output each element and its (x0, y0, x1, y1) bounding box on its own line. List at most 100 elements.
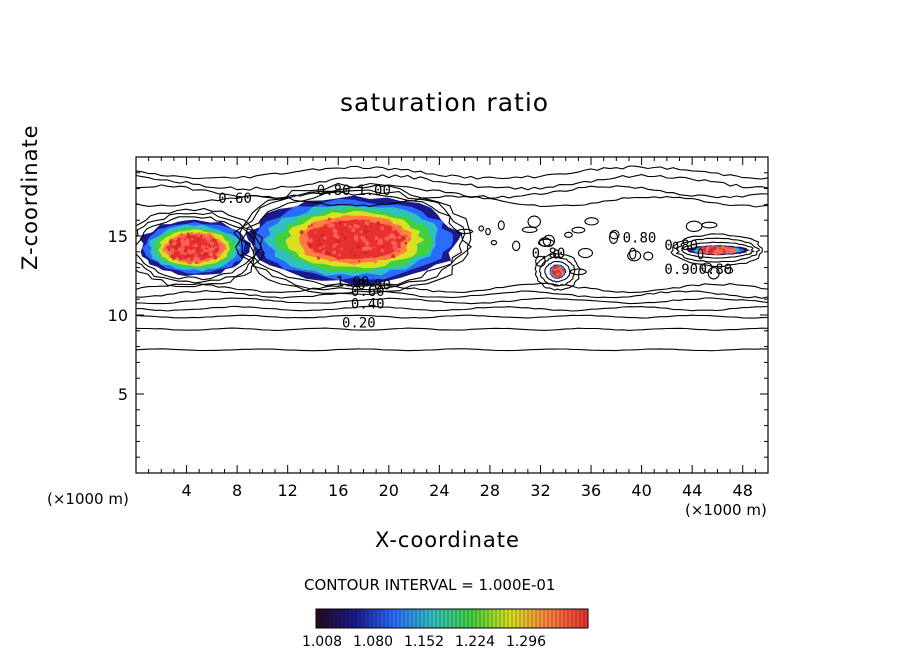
contour-line (627, 250, 642, 262)
contour-line (670, 233, 763, 268)
contour-label: 0.80 (623, 230, 657, 246)
contour-label: 0.40 (351, 297, 385, 313)
contour-line (629, 247, 637, 260)
colorbar-tick-label: 1.080 (352, 634, 394, 650)
axis-ticks (136, 157, 768, 473)
chart-title: saturation ratio (340, 88, 550, 117)
contour-line (136, 194, 768, 208)
colorbar-tick-label: 1.152 (403, 634, 445, 650)
contour-label: 0.90 (664, 262, 698, 278)
contour-line (136, 327, 768, 331)
left-supersaturated-layer (139, 219, 251, 277)
contour-label: 1.00 (357, 183, 391, 199)
contour-label: 0.80 (357, 278, 391, 294)
right-thin-layer (685, 245, 751, 256)
y-tick-label: 10 (108, 306, 128, 325)
contour-line (136, 305, 768, 312)
colorbar-tick-label: 1.008 (301, 634, 343, 650)
svg-text:0.80: 0.80 (357, 278, 391, 294)
contour-lines (136, 165, 768, 352)
isolated-cell (549, 264, 567, 279)
svg-text:0.40: 0.40 (351, 297, 385, 313)
contour-line (563, 231, 573, 238)
x-unit-label-right: (×1000 m) (685, 501, 767, 519)
svg-text:1.00: 1.00 (357, 183, 391, 199)
contour-label: 1.00 (336, 275, 370, 291)
contour-line (672, 241, 679, 249)
svg-text:0.80: 0.80 (623, 230, 657, 246)
x-tick-label: 8 (232, 481, 242, 500)
contour-line (497, 220, 505, 231)
x-tick-label: 36 (581, 481, 601, 500)
svg-text:0.20: 0.20 (342, 316, 376, 332)
svg-text:0.80: 0.80 (699, 262, 733, 278)
contour-line (136, 314, 768, 319)
contour-label: 0.80 (532, 246, 566, 262)
contour-line (542, 234, 556, 248)
svg-text:0.80: 0.80 (664, 238, 698, 254)
contour-line (685, 220, 703, 233)
y-tick-label: 5 (118, 385, 128, 404)
contour-line (544, 260, 571, 283)
svg-text:1.00: 1.00 (336, 275, 370, 291)
svg-text:0.90: 0.90 (664, 262, 698, 278)
contour-line (577, 247, 594, 259)
central-supersaturated-core (245, 195, 463, 286)
svg-text:0.60: 0.60 (351, 284, 385, 300)
colorbar-tick-label: 1.296 (505, 634, 547, 650)
contour-line (584, 217, 600, 226)
contour-label: 0.80 (664, 238, 698, 254)
contour-label: 0.60 (218, 191, 252, 207)
x-tick-label: 44 (682, 481, 702, 500)
contour-line (490, 239, 498, 246)
contour-line (136, 290, 768, 299)
contour-line (724, 266, 734, 274)
x-tick-label: 40 (631, 481, 651, 500)
x-tick-label: 4 (181, 481, 191, 500)
contour-label: 0.20 (342, 316, 376, 332)
contour-line (553, 249, 560, 259)
x-axis-label: X-coordinate (375, 528, 520, 552)
contour-line (609, 229, 620, 240)
x-tick-label: 12 (278, 481, 298, 500)
contour-line (675, 237, 761, 263)
contour-line (241, 191, 463, 288)
x-unit-label-left: (×1000 m) (47, 490, 129, 508)
x-tick-label: 16 (328, 481, 348, 500)
x-tick-label: 32 (530, 481, 550, 500)
contour-line (643, 251, 654, 261)
contour-line (571, 226, 586, 234)
colorbar (315, 608, 589, 629)
x-tick-label: 48 (733, 481, 753, 500)
contour-line (701, 262, 713, 274)
colorbar-tick-label: 1.224 (454, 634, 496, 650)
contour-line (233, 182, 472, 296)
svg-text:0.80: 0.80 (317, 183, 351, 199)
contour-line (707, 266, 720, 280)
contour-label: 0.80 (699, 262, 733, 278)
contour-line (608, 231, 619, 245)
contour-line (136, 207, 265, 288)
contour-label: 0.60 (351, 284, 385, 300)
contour-line (537, 238, 555, 247)
x-tick-label: 24 (429, 481, 449, 500)
contour-line (136, 165, 768, 180)
contour-line (680, 241, 755, 259)
y-axis-label: Z-coordinate (18, 124, 42, 270)
contour-line (569, 268, 588, 276)
contour-labels: 0.60 0.80 1.001.000.800.600.400.200.800.80… (218, 183, 732, 332)
contour-line (697, 248, 704, 260)
contour-label: 0.80 (317, 183, 351, 199)
contour-line (701, 221, 718, 229)
contour-line (478, 225, 485, 232)
contour-line (521, 226, 538, 234)
contour-line (136, 216, 256, 281)
svg-text:0.80: 0.80 (532, 246, 566, 262)
contour-line (539, 256, 576, 287)
contour-line (456, 228, 474, 235)
svg-text:0.60: 0.60 (218, 191, 252, 207)
contour-line (136, 348, 768, 352)
